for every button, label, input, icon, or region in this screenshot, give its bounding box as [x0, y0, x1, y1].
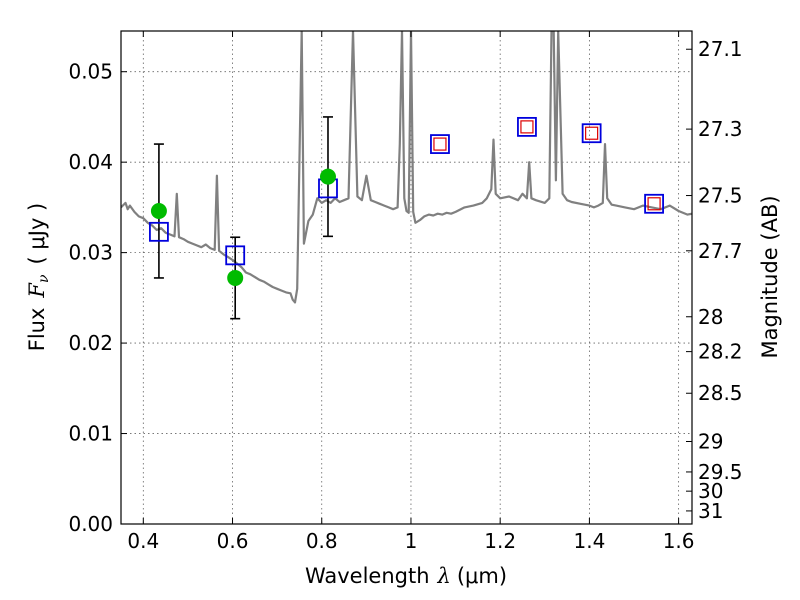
y2-tick-label: 27.1 [698, 37, 743, 61]
x-tick-label: 1 [405, 529, 418, 553]
x-tick-label: 0.6 [217, 529, 249, 553]
x-tick-label: 0.4 [127, 529, 159, 553]
y2-tick-label: 29.5 [698, 460, 743, 484]
x-tick-label: 1.2 [484, 529, 516, 553]
y2-tick-label: 27.5 [698, 184, 743, 208]
observed-flux-point [319, 168, 336, 185]
y2-tick-label: 28.5 [698, 381, 743, 405]
x-axis-title: Wavelength λ (μm) [305, 564, 507, 588]
x-tick-label: 1.6 [663, 529, 695, 553]
axis-ticks: 0.4 0.6 0.8 1 1.2 1.4 1.6 0.00 0.01 0.02 0.03 0.04 0… [68, 31, 743, 553]
y-tick-label: 0.04 [68, 150, 113, 174]
y2-tick-label: 28.2 [698, 340, 743, 364]
predicted-flux-box [647, 197, 661, 211]
model-flux-box [225, 245, 246, 266]
predicted-flux-box [433, 137, 447, 151]
x-tick-label: 1.4 [573, 529, 605, 553]
model-flux-box [644, 193, 664, 214]
y2-tick-label: 30 [698, 479, 723, 503]
x-tick-label: 0.8 [306, 529, 338, 553]
model-flux-box [430, 134, 450, 154]
y2-tick-label: 27.3 [698, 117, 743, 141]
y2-tick-label: 28 [698, 305, 723, 329]
observed-flux-point [150, 203, 167, 220]
grid-lines [121, 31, 692, 525]
predicted-flux-box [585, 126, 599, 140]
observed-flux-point [227, 269, 244, 286]
y-tick-label: 0.00 [68, 512, 113, 536]
y2-tick-label: 27.7 [698, 239, 743, 263]
model-flux-box [149, 221, 169, 242]
y2-tick-label: 31 [698, 499, 723, 523]
model-flux-box [517, 116, 537, 137]
y-tick-label: 0.02 [68, 331, 113, 355]
y-tick-label: 0.01 [68, 422, 113, 446]
plot-data [121, 31, 692, 320]
spectrum-line [121, 31, 692, 304]
y-axis-title: FluxFν( μJy ) [25, 203, 52, 351]
plot-frame [120, 30, 693, 525]
y2-axis-title: Magnitude (AB) [758, 195, 782, 358]
y2-tick-label: 29 [698, 429, 723, 453]
model-flux-box [581, 123, 602, 144]
y-tick-label: 0.03 [68, 241, 113, 265]
predicted-flux-box [520, 120, 534, 134]
y-tick-label: 0.05 [68, 60, 113, 84]
